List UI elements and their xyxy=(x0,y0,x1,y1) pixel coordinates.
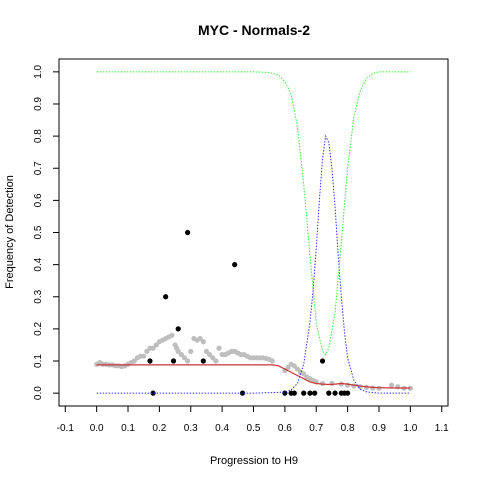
data-point xyxy=(200,358,206,364)
x-tick-label: 1.1 xyxy=(435,423,449,434)
data-point xyxy=(213,358,219,364)
y-axis: 0.0 0.1 0.2 0.3 0.4 0.5 0.6 0.7 0.8 0.9 1.0 xyxy=(33,64,59,400)
data-point xyxy=(332,390,338,396)
y-axis-label: Frequency of Detection xyxy=(4,175,16,289)
y-tick-label: 1.0 xyxy=(33,64,44,78)
data-point xyxy=(185,229,191,236)
data-point xyxy=(178,351,184,358)
data-point xyxy=(345,390,351,396)
plot-area xyxy=(94,71,413,396)
y-tick-label: 0.5 xyxy=(33,225,44,239)
data-point xyxy=(131,358,137,364)
data-point xyxy=(407,385,413,391)
data-point xyxy=(307,390,313,396)
x-tick-label: 0.0 xyxy=(90,423,104,434)
data-point xyxy=(181,355,188,361)
data-point xyxy=(291,390,297,396)
y-tick-label: 0.7 xyxy=(33,161,44,175)
x-tick-label: -0.1 xyxy=(57,423,75,434)
series-line-3 xyxy=(96,134,411,394)
data-point xyxy=(141,353,147,359)
series-line-2 xyxy=(96,364,411,389)
y-tick-label: 0.2 xyxy=(33,322,44,336)
y-tick-label: 0.0 xyxy=(33,386,44,400)
y-tick-label: 0.6 xyxy=(33,193,44,207)
point-series-1 xyxy=(147,229,351,396)
data-point xyxy=(150,390,156,396)
data-point xyxy=(206,351,213,358)
x-tick-label: 0.3 xyxy=(184,423,198,434)
data-point xyxy=(312,390,318,396)
x-tick-label: 0.9 xyxy=(372,423,386,434)
data-point xyxy=(301,371,307,377)
data-point xyxy=(319,358,326,364)
data-point xyxy=(294,366,301,372)
data-point xyxy=(376,385,382,391)
data-point xyxy=(163,294,169,300)
data-point xyxy=(338,381,344,387)
data-point xyxy=(291,363,297,369)
y-tick-label: 0.8 xyxy=(33,129,44,143)
x-axis-label: Progression to H9 xyxy=(210,455,298,467)
data-point xyxy=(153,342,159,348)
data-point xyxy=(301,390,307,396)
chart-title: MYC - Normals-2 xyxy=(198,22,310,38)
y-tick-label: 0.1 xyxy=(33,354,44,368)
data-point xyxy=(210,355,216,361)
data-point xyxy=(175,348,181,354)
data-point xyxy=(388,382,395,388)
x-tick-label: 0.2 xyxy=(152,423,166,434)
x-tick-label: 0.6 xyxy=(278,423,292,434)
data-point xyxy=(285,364,291,371)
data-point xyxy=(197,335,203,342)
data-point xyxy=(185,358,191,364)
data-point xyxy=(232,262,238,268)
x-tick-label: 0.4 xyxy=(215,423,229,434)
data-point xyxy=(144,348,150,354)
x-tick-label: 0.8 xyxy=(341,423,355,434)
y-tick-label: 0.9 xyxy=(33,97,44,111)
data-point xyxy=(326,390,332,396)
data-point xyxy=(200,339,206,345)
data-point xyxy=(147,358,153,364)
data-point xyxy=(169,332,175,338)
data-point xyxy=(188,348,194,354)
x-axis: -0.1 0.0 0.1 0.2 0.3 0.4 0.5 0.6 0.7 0.8 0.9 1.0 1.1 xyxy=(57,406,449,434)
x-tick-label: 0.7 xyxy=(309,423,323,434)
data-point xyxy=(269,358,275,364)
x-tick-label: 0.5 xyxy=(247,423,261,434)
series-line-4 xyxy=(96,71,411,356)
data-point xyxy=(329,380,335,387)
x-tick-label: 0.1 xyxy=(121,423,135,434)
data-point xyxy=(175,326,181,332)
data-point xyxy=(170,358,177,364)
data-point xyxy=(203,348,210,354)
data-point xyxy=(150,345,156,351)
x-tick-label: 1.0 xyxy=(403,423,417,434)
data-point xyxy=(345,382,351,388)
y-tick-label: 0.3 xyxy=(33,289,44,303)
data-point xyxy=(216,345,222,351)
y-tick-label: 0.4 xyxy=(33,257,44,271)
data-point xyxy=(239,390,246,396)
